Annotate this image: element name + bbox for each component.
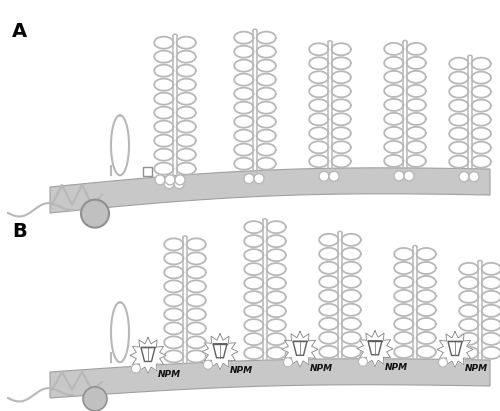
Text: B: B [12,222,27,241]
Polygon shape [50,359,490,398]
Polygon shape [202,334,238,370]
Circle shape [284,358,292,367]
Circle shape [469,172,479,182]
Circle shape [438,358,448,367]
Text: NPM: NPM [310,364,333,373]
Polygon shape [213,344,227,358]
Circle shape [394,171,404,181]
Polygon shape [437,331,473,367]
Polygon shape [448,342,462,356]
Circle shape [358,357,368,366]
Circle shape [244,174,254,184]
Circle shape [175,175,185,185]
Circle shape [83,387,107,411]
FancyBboxPatch shape [143,167,152,176]
Circle shape [404,171,414,181]
Circle shape [155,175,165,185]
Text: NPM: NPM [465,364,488,373]
Polygon shape [130,337,166,374]
Polygon shape [293,341,307,356]
Circle shape [174,179,184,189]
Text: NPM: NPM [385,363,408,372]
Polygon shape [282,331,318,367]
Circle shape [204,360,212,369]
Text: NPM: NPM [230,366,253,375]
Polygon shape [50,168,490,213]
Circle shape [254,174,264,184]
Circle shape [319,171,329,181]
Polygon shape [357,331,393,367]
Circle shape [81,200,109,228]
Polygon shape [141,347,155,361]
Circle shape [165,175,175,185]
Text: NPM: NPM [158,370,181,379]
Circle shape [329,171,339,181]
Circle shape [459,172,469,182]
Circle shape [164,179,174,189]
Text: A: A [12,22,27,41]
Circle shape [132,364,140,373]
Polygon shape [368,341,382,355]
